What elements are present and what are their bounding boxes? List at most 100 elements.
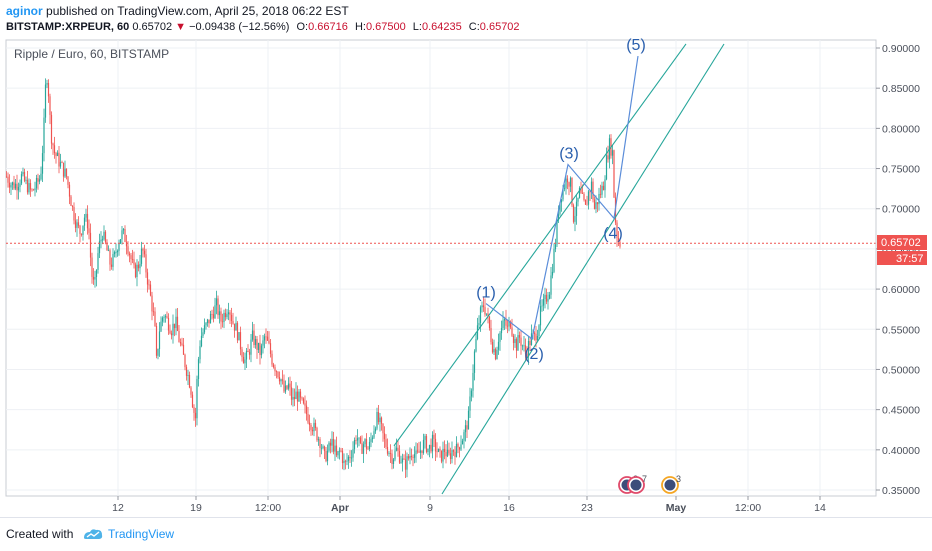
candle-body bbox=[556, 218, 558, 245]
candle-body bbox=[41, 153, 44, 174]
candle-body bbox=[590, 181, 593, 192]
candle-body bbox=[496, 349, 498, 360]
channel-line[interactable] bbox=[441, 43, 725, 495]
candle-body bbox=[526, 353, 528, 357]
candle-body bbox=[367, 448, 369, 450]
candle-body bbox=[386, 446, 389, 454]
candle-body bbox=[338, 450, 341, 452]
event-icon[interactable]: 3 bbox=[661, 474, 681, 494]
elliott-wave[interactable]: (1) (2) (3) (4) (5) bbox=[476, 37, 646, 363]
candle-body bbox=[371, 437, 374, 440]
candle-body bbox=[122, 229, 125, 231]
candle-body bbox=[436, 451, 438, 453]
event-icon[interactable]: 7 bbox=[627, 474, 647, 494]
candle-body bbox=[304, 403, 306, 406]
event-dot bbox=[664, 479, 676, 491]
candle-body bbox=[305, 405, 308, 415]
candle-body bbox=[391, 453, 393, 464]
candle-body bbox=[467, 410, 470, 430]
candle-body bbox=[221, 321, 224, 323]
candle-body bbox=[211, 313, 213, 315]
candle-body bbox=[257, 342, 260, 350]
candle-body bbox=[484, 307, 486, 315]
candle-body bbox=[566, 178, 569, 183]
price-tick-label: 0.70000 bbox=[882, 204, 920, 216]
candle-body bbox=[599, 193, 602, 195]
author-link[interactable]: aginor bbox=[6, 4, 43, 18]
candle-body bbox=[536, 335, 539, 341]
wave-label: (2) bbox=[524, 346, 544, 363]
candle-body bbox=[58, 152, 60, 167]
candle-body bbox=[499, 333, 501, 342]
candle-body bbox=[289, 383, 291, 388]
candle-body bbox=[25, 179, 27, 181]
candle-body bbox=[344, 460, 347, 462]
candle-body bbox=[481, 305, 483, 308]
candle-body bbox=[44, 84, 47, 118]
candle-body bbox=[184, 354, 186, 368]
candle-body bbox=[146, 272, 149, 285]
publication-line: aginor published on TradingView.com, Apr… bbox=[6, 4, 349, 18]
last-price-badge: 0.65702 37:57 bbox=[877, 235, 927, 265]
price-chart[interactable]: Ripple / Euro, 60, BITSTAMP (1) (2) (3) (4)… bbox=[0, 0, 932, 517]
candle-body bbox=[238, 332, 240, 341]
price-tick-label: 0.40000 bbox=[882, 445, 920, 457]
candle-body bbox=[548, 294, 551, 299]
candle-body bbox=[374, 428, 377, 432]
candle-body bbox=[226, 314, 228, 318]
high-label: H: bbox=[354, 21, 366, 33]
candle-body bbox=[43, 117, 45, 154]
candle-body bbox=[571, 177, 573, 206]
candle-body bbox=[262, 340, 264, 346]
candle-body bbox=[602, 185, 605, 191]
candle-body bbox=[409, 455, 411, 459]
candle-body bbox=[563, 188, 566, 190]
candle-body bbox=[605, 155, 608, 180]
candle-body bbox=[28, 183, 30, 193]
candle-body bbox=[145, 254, 147, 273]
candle-body bbox=[157, 349, 159, 356]
candle-body bbox=[389, 452, 392, 454]
candle-body bbox=[101, 239, 104, 241]
candle-body bbox=[353, 440, 356, 450]
candle-body bbox=[616, 222, 618, 239]
price-axis[interactable]: 0.900000.850000.800000.750000.700000.650… bbox=[876, 43, 920, 497]
candle-body bbox=[457, 443, 459, 448]
countdown-text: 37:57 bbox=[896, 253, 924, 265]
candle-body bbox=[535, 333, 537, 341]
candle-body bbox=[545, 294, 548, 302]
candle-body bbox=[280, 379, 282, 382]
candle-body bbox=[95, 269, 98, 277]
candle-body bbox=[131, 259, 134, 260]
candle-body bbox=[17, 186, 20, 191]
candle-body bbox=[161, 317, 164, 322]
candle-body bbox=[82, 225, 84, 235]
candle-body bbox=[187, 375, 189, 376]
change-down-icon: ▼ bbox=[175, 21, 187, 33]
candle-body bbox=[604, 179, 606, 191]
channel-line[interactable] bbox=[393, 43, 687, 447]
candle-body bbox=[245, 350, 248, 360]
candle-body bbox=[277, 371, 279, 378]
candle-body bbox=[406, 456, 408, 470]
time-tick-label: 9 bbox=[427, 502, 433, 514]
wave-path[interactable] bbox=[485, 55, 639, 340]
candle-body bbox=[511, 327, 513, 336]
candle-body bbox=[265, 336, 267, 338]
tradingview-brand-link[interactable]: TradingView bbox=[108, 527, 175, 541]
candle-body bbox=[232, 320, 234, 324]
plot-area[interactable] bbox=[5, 39, 877, 497]
event-markers[interactable]: 273 bbox=[618, 474, 681, 494]
time-axis[interactable]: 12 19 12:00 Apr 9 16 23 May 12:00 14 bbox=[112, 496, 826, 514]
candle-body bbox=[593, 199, 596, 209]
close-value: 0.65702 bbox=[479, 21, 520, 33]
candle-body bbox=[455, 443, 458, 457]
candle-body bbox=[388, 452, 390, 454]
candle-body bbox=[128, 253, 131, 256]
candle-body bbox=[269, 343, 272, 354]
candle-body bbox=[16, 183, 18, 191]
candle-body bbox=[343, 460, 345, 464]
candle-body bbox=[149, 284, 152, 296]
parallel-channel[interactable] bbox=[393, 43, 725, 495]
candle-body bbox=[581, 192, 584, 194]
